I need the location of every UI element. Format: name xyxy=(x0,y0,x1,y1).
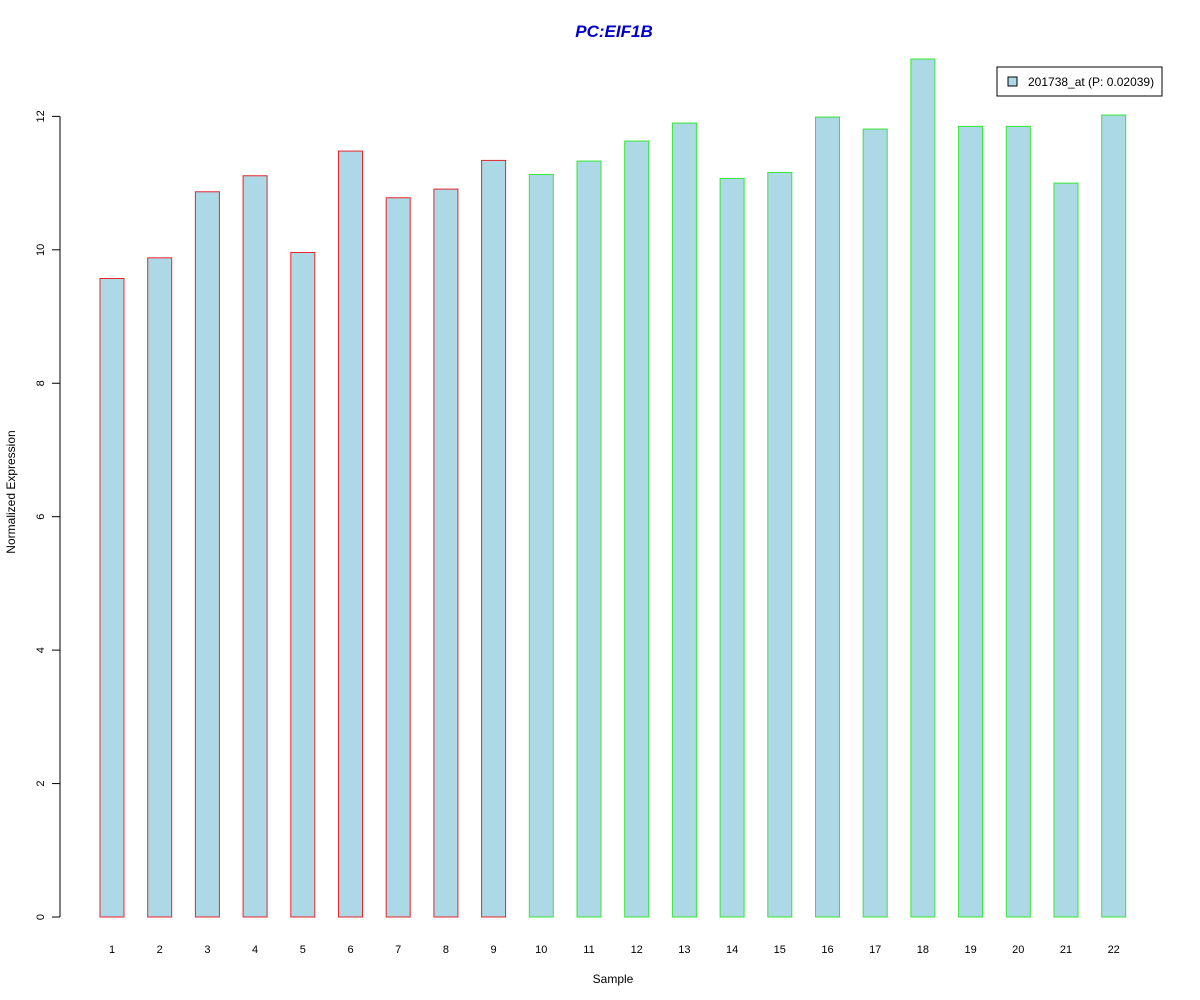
y-tick-label: 12 xyxy=(35,110,47,122)
x-tick-label: 14 xyxy=(726,944,738,956)
bar xyxy=(147,257,173,918)
bars xyxy=(99,58,1127,918)
bar xyxy=(719,177,745,918)
x-axis: 1 2 3 4 5 6 7 8 9 10 11 12 13 14 15 16 17 18 19 20 21 22 xyxy=(109,944,1120,956)
x-tick-label: 4 xyxy=(252,944,258,956)
x-tick-label: 8 xyxy=(443,944,449,956)
x-axis-label: Sample xyxy=(593,972,634,986)
y-tick-label: 4 xyxy=(35,647,47,653)
bar xyxy=(910,58,936,918)
x-tick-label: 18 xyxy=(917,944,929,956)
bar xyxy=(1053,182,1079,918)
x-tick-label: 9 xyxy=(491,944,497,956)
x-tick-label: 22 xyxy=(1108,944,1120,956)
bar xyxy=(576,160,602,918)
y-axis: 0 2 4 6 8 10 12 xyxy=(35,110,61,920)
x-tick-label: 21 xyxy=(1060,944,1072,956)
y-tick-label: 2 xyxy=(35,781,47,787)
x-tick-label: 7 xyxy=(395,944,401,956)
chart-title: PC:EIF1B xyxy=(575,22,652,41)
bar xyxy=(290,251,316,918)
y-tick-label: 0 xyxy=(35,914,47,920)
x-tick-label: 20 xyxy=(1012,944,1024,956)
bar xyxy=(671,122,697,918)
legend-swatch xyxy=(1007,76,1018,87)
legend: 201738_at (P: 0.02039) xyxy=(996,66,1163,97)
bar xyxy=(385,197,411,918)
bar xyxy=(433,188,459,918)
x-tick-label: 6 xyxy=(347,944,353,956)
y-tick-label: 8 xyxy=(35,380,47,386)
y-tick-label: 10 xyxy=(35,244,47,256)
x-tick-label: 19 xyxy=(964,944,976,956)
x-tick-label: 11 xyxy=(583,944,594,956)
x-tick-label: 16 xyxy=(821,944,833,956)
bar xyxy=(767,171,793,918)
x-tick-label: 1 xyxy=(109,944,115,956)
x-tick-label: 5 xyxy=(300,944,306,956)
bar xyxy=(862,128,888,918)
bar xyxy=(242,175,268,918)
y-axis-label: Normalized Expression xyxy=(4,430,18,553)
x-tick-label: 2 xyxy=(157,944,163,956)
x-tick-label: 3 xyxy=(204,944,210,956)
y-tick-label: 6 xyxy=(35,514,47,520)
bar xyxy=(194,191,220,918)
bar xyxy=(481,159,507,918)
bar xyxy=(528,173,554,918)
bar xyxy=(1101,114,1127,918)
bar xyxy=(99,278,125,918)
bar xyxy=(624,140,650,918)
x-tick-label: 12 xyxy=(631,944,643,956)
legend-label: 201738_at (P: 0.02039) xyxy=(1028,75,1154,89)
x-tick-label: 13 xyxy=(678,944,690,956)
bar xyxy=(338,150,363,918)
bar xyxy=(1005,125,1031,918)
x-tick-label: 15 xyxy=(774,944,786,956)
x-tick-label: 17 xyxy=(869,944,881,956)
bar xyxy=(958,125,984,918)
legend-box xyxy=(996,66,1163,97)
x-tick-label: 10 xyxy=(535,944,547,956)
bar xyxy=(815,116,840,918)
